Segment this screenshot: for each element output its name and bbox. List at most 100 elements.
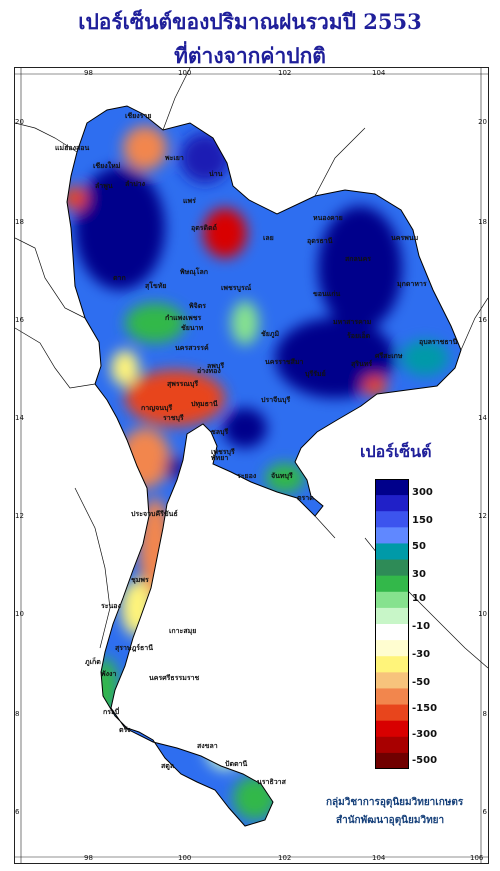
label-pathum-thani: ปทุมธานี [191, 400, 218, 408]
label-narathiwat: นราธิวาส [257, 778, 287, 786]
legend-swatch [375, 607, 409, 625]
legend-swatch [375, 704, 409, 722]
x-tick-bottom: 100 [178, 854, 192, 862]
legend-swatch [375, 672, 409, 689]
legend-title: เปอร์เซ็นต์ [360, 442, 432, 461]
label-chanthaburi: จันทบุรี [271, 472, 293, 480]
legend-label: -30 [412, 649, 431, 660]
label-nakhon-sawan: นครสวรรค์ [175, 343, 209, 352]
label-phitsanulok: พิษณุโลก [180, 267, 208, 276]
label-chon-buri: ชลบุรี [211, 428, 228, 436]
label-sukhothai: สุโขทัย [145, 281, 167, 290]
legend-swatch [375, 591, 409, 609]
y-tick-left: 10 [15, 610, 24, 618]
label-prachuap: ประจวบคีรีขันธ์ [131, 509, 178, 518]
legend-label: -10 [412, 621, 431, 632]
legend-label: -300 [412, 729, 438, 740]
y-tick-left: 8 [15, 710, 20, 718]
legend-swatch [375, 479, 409, 496]
label-phetchaburi: เพชรบุรี [211, 448, 235, 456]
label-roi-et: ร้อยเอ็ด [347, 331, 371, 340]
legend-swatch [375, 720, 409, 738]
label-suphan-buri: สุพรรณบุรี [167, 380, 198, 388]
label-nakhon-si: นครศรีธรรมราช [149, 674, 200, 682]
label-ang-thong: อ่างทอง [197, 367, 221, 375]
legend-label: 50 [412, 541, 426, 552]
x-tick-bottom: 98 [84, 854, 93, 862]
y-tick-left: 14 [15, 414, 24, 422]
x-tick-top: 98 [84, 69, 93, 77]
legend-label: 30 [412, 569, 426, 580]
legend-swatch [375, 624, 409, 641]
label-phayao: พะเยา [165, 154, 184, 162]
label-rayong: ระยอง [237, 472, 257, 480]
label-chiang-rai: เชียงราย [125, 112, 151, 120]
legend-label: 300 [412, 487, 433, 498]
label-chainat: ชัยนาท [181, 324, 204, 332]
y-tick-right: 6 [482, 808, 487, 816]
x-tick-top: 100 [178, 69, 192, 77]
credit-line-2: สำนักพัฒนาอุตุนิยมวิทยา [336, 815, 445, 826]
legend-swatch [375, 736, 409, 754]
label-mae-hong-son: แม่ฮ่องสอน [55, 144, 89, 152]
label-phetchabun: เพชรบูรณ์ [221, 283, 252, 293]
label-surat-thani: สุราษฎร์ธานี [115, 643, 153, 652]
label-trat: ตราด [297, 494, 314, 502]
label-khon-kaen: ขอนแก่น [313, 290, 341, 298]
label-lampang: ลำปาง [125, 180, 146, 188]
label-krabi: กระบี่ [103, 706, 120, 716]
y-tick-right: 14 [478, 414, 487, 422]
label-chiang-mai: เชียงใหม่ [93, 161, 121, 170]
label-chumphon: ชุมพร [131, 576, 149, 584]
label-ubon: อุบลราชธานี [419, 338, 458, 346]
label-satun: สตูล [161, 762, 174, 771]
legend-label: -50 [412, 677, 431, 688]
label-ranong: ระนอง [101, 602, 122, 610]
x-tick-top: 102 [278, 69, 292, 77]
legend-label: -500 [412, 755, 438, 766]
y-tick-left: 18 [15, 218, 24, 226]
map-subtitle: ที่ต่างจากค่าปกติ [174, 43, 326, 68]
legend-swatch [375, 495, 409, 512]
legend-swatch [375, 511, 409, 528]
legend-swatch [375, 688, 409, 706]
y-tick-left: 20 [15, 118, 24, 126]
label-sakon-nakhon: สกลนคร [345, 255, 371, 263]
y-tick-left: 12 [15, 512, 24, 520]
label-loei: เลย [263, 234, 274, 242]
label-phuket: ภูเก็ต [85, 657, 101, 667]
label-pattani: ปัตตานี [225, 760, 247, 768]
rainfall-map: เชียงราย แม่ฮ่องสอน พะเยา เชียงใหม่ ลำปา… [15, 68, 488, 863]
legend-label: 150 [412, 515, 433, 526]
label-nan: น่าน [209, 170, 223, 178]
legend-swatch [375, 752, 409, 769]
label-kanchanaburi: กาญจนบุรี [141, 404, 172, 412]
label-trang: ตรัง [119, 726, 131, 734]
legend-swatch [375, 656, 409, 673]
label-phrae: แพร่ [183, 197, 196, 205]
x-tick-top: 104 [372, 69, 386, 77]
label-tak: ตาก [113, 274, 126, 282]
label-pattaya: พัทยา [211, 454, 228, 462]
label-mukdahan: มุกดาหาร [397, 280, 427, 288]
y-tick-right: 10 [478, 610, 487, 618]
x-tick-bottom: 106 [470, 854, 484, 862]
label-phichit: พิจิตร [189, 302, 207, 310]
legend-color-bar [375, 479, 409, 769]
y-tick-right: 20 [478, 118, 487, 126]
y-tick-right: 12 [478, 512, 487, 520]
label-buriram: บุรีรัมย์ [305, 369, 326, 378]
label-uttaradit: อุตรดิตถ์ [191, 223, 217, 232]
y-tick-right: 18 [478, 218, 487, 226]
legend-swatch [375, 543, 409, 561]
legend-label: 10 [412, 593, 426, 604]
label-ratchaburi: ราชบุรี [163, 414, 184, 422]
label-nong-khai: หนองคาย [313, 214, 343, 222]
label-kamphaeng-phet: กำแพงเพชร [165, 314, 201, 322]
legend-swatch [375, 640, 409, 657]
place-labels: เชียงราย แม่ฮ่องสอน พะเยา เชียงใหม่ ลำปา… [55, 112, 458, 786]
label-prachin-buri: ปราจีนบุรี [261, 396, 290, 404]
label-chaiyaphum: ชัยภูมิ [261, 330, 279, 339]
label-ko-samui: เกาะสมุย [169, 627, 196, 635]
label-phang-nga: พังงา [101, 670, 116, 678]
